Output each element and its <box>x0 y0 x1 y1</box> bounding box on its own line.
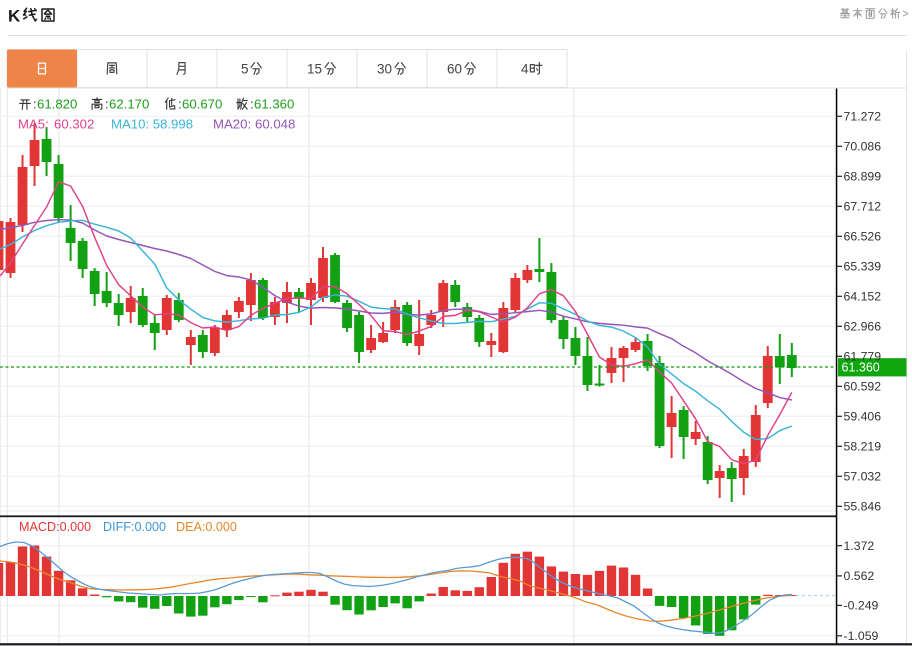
svg-text:0.562: 0.562 <box>844 569 875 583</box>
svg-text:60.592: 60.592 <box>844 380 882 394</box>
svg-text:MA5:: MA5: <box>18 116 49 131</box>
svg-text:62.966: 62.966 <box>844 320 882 334</box>
svg-text:-0.249: -0.249 <box>844 599 879 613</box>
svg-text:65.339: 65.339 <box>844 260 882 274</box>
svg-text:60.048: 60.048 <box>255 116 295 131</box>
svg-text:58.998: 58.998 <box>153 116 193 131</box>
svg-text:61.779: 61.779 <box>844 350 882 364</box>
svg-text:61.360: 61.360 <box>254 97 294 112</box>
svg-text:70.086: 70.086 <box>844 140 882 154</box>
svg-text:64.152: 64.152 <box>844 290 882 304</box>
svg-text:60.302: 60.302 <box>54 116 94 131</box>
svg-text:1.372: 1.372 <box>844 539 875 553</box>
svg-text::: : <box>178 97 182 112</box>
svg-text:59.406: 59.406 <box>844 410 882 424</box>
svg-text:5: 5 <box>241 62 249 77</box>
svg-text:>: > <box>902 9 909 21</box>
svg-text:66.526: 66.526 <box>844 230 882 244</box>
svg-text:MACD:0.000: MACD:0.000 <box>19 520 91 534</box>
svg-text::: : <box>250 97 254 112</box>
svg-text:DEA:0.000: DEA:0.000 <box>176 520 237 534</box>
svg-text:MA20:: MA20: <box>213 116 251 131</box>
svg-text:58.219: 58.219 <box>844 440 882 454</box>
svg-text:15: 15 <box>307 62 322 77</box>
svg-text:60: 60 <box>447 62 462 77</box>
svg-text:57.032: 57.032 <box>844 470 882 484</box>
svg-text:DIFF:0.000: DIFF:0.000 <box>103 520 166 534</box>
svg-text:60.670: 60.670 <box>182 97 222 112</box>
svg-text:K: K <box>8 7 21 26</box>
svg-text::: : <box>33 97 37 112</box>
svg-text:67.712: 67.712 <box>844 200 882 214</box>
svg-text:68.899: 68.899 <box>844 170 882 184</box>
svg-text:MA10:: MA10: <box>111 116 149 131</box>
svg-text:61.820: 61.820 <box>37 97 77 112</box>
svg-text:62.170: 62.170 <box>109 97 149 112</box>
svg-text:61.360: 61.360 <box>842 361 880 375</box>
svg-text:4: 4 <box>521 62 529 77</box>
svg-text:-1.059: -1.059 <box>844 629 879 643</box>
svg-text::: : <box>105 97 109 112</box>
svg-text:55.846: 55.846 <box>844 500 882 514</box>
svg-text:30: 30 <box>377 62 392 77</box>
svg-text:71.272: 71.272 <box>844 110 882 124</box>
